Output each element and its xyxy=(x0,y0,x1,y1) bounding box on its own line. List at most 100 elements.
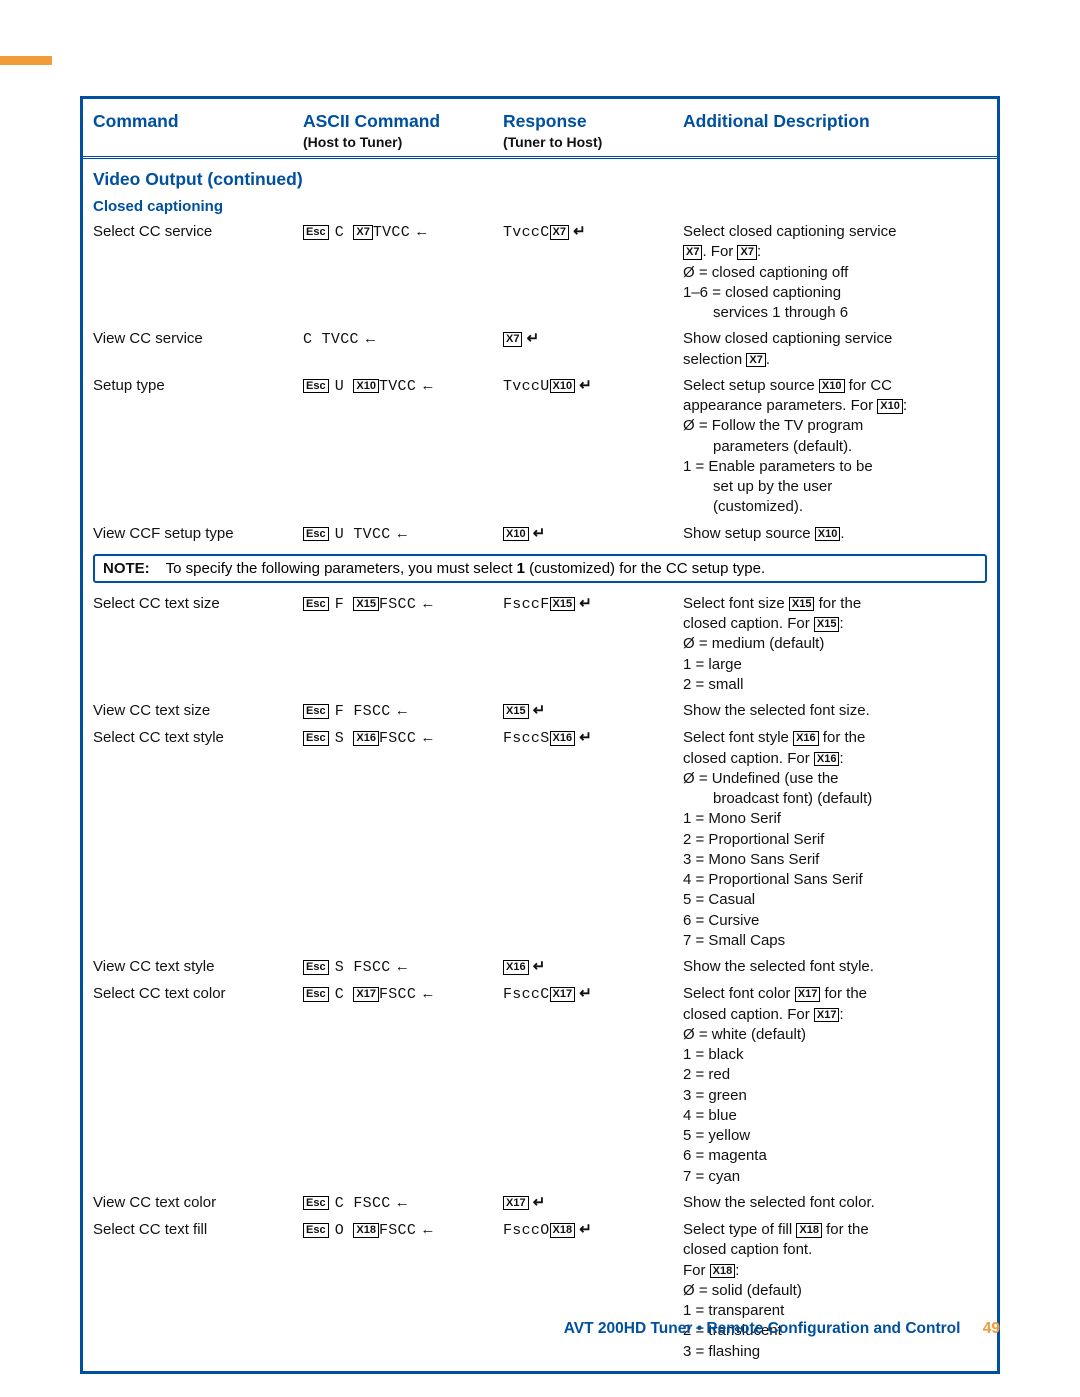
xref: X15 xyxy=(814,617,840,632)
xref: X17 xyxy=(814,1008,840,1023)
note-text: To specify the following parameters, you… xyxy=(166,560,765,577)
table-subheader-row: (Host to Tuner) (Tuner to Host) xyxy=(83,134,997,159)
return-icon: ↵ xyxy=(533,702,546,719)
esc-key: Esc xyxy=(303,597,329,612)
enter-arrow-icon: ← xyxy=(420,1221,435,1238)
cell-ascii: Esc C X7TVCC ← xyxy=(303,222,503,323)
cell-response: FsccSX16 ↵ xyxy=(503,728,683,951)
note-box: NOTE: To specify the following parameter… xyxy=(93,554,987,583)
cell-description: Select font color X17 for theclosed capt… xyxy=(683,984,987,1187)
cell-response: TvccCX7 ↵ xyxy=(503,222,683,323)
sub-host-to-tuner: (Host to Tuner) xyxy=(303,134,503,150)
cell-ascii: Esc S FSCC ← xyxy=(303,957,503,978)
esc-key: Esc xyxy=(303,1196,329,1211)
enter-arrow-icon: ← xyxy=(395,702,410,719)
hdr-ascii: ASCII Command xyxy=(303,111,503,132)
esc-key: Esc xyxy=(303,987,329,1002)
note-label: NOTE: xyxy=(103,560,150,577)
table-header-row: Command ASCII Command Response Additiona… xyxy=(83,99,997,134)
return-icon: ↵ xyxy=(579,377,592,394)
xref: X16 xyxy=(353,731,379,746)
cell-ascii: Esc O X18FSCC ← xyxy=(303,1220,503,1362)
xref: X18 xyxy=(796,1223,822,1238)
brand-stripe xyxy=(0,56,52,65)
esc-key: Esc xyxy=(303,379,329,394)
cell-ascii: Esc F FSCC ← xyxy=(303,701,503,722)
cell-command: Select CC text size xyxy=(93,594,303,695)
xref: X7 xyxy=(683,245,702,260)
hdr-response: Response xyxy=(503,111,683,132)
esc-key: Esc xyxy=(303,731,329,746)
xref: X10 xyxy=(819,379,845,394)
esc-key: Esc xyxy=(303,225,329,240)
cell-ascii: Esc F X15FSCC ← xyxy=(303,594,503,695)
cell-command: Select CC text style xyxy=(93,728,303,951)
xref: X16 xyxy=(503,960,529,975)
cell-description: Show the selected font style. xyxy=(683,957,987,978)
cell-ascii: Esc C X17FSCC ← xyxy=(303,984,503,1187)
enter-arrow-icon: ← xyxy=(414,223,429,240)
return-icon: ↵ xyxy=(533,958,546,975)
cell-command: Select CC service xyxy=(93,222,303,323)
cell-description: Show the selected font size. xyxy=(683,701,987,722)
hdr-additional: Additional Description xyxy=(683,111,987,132)
esc-key: Esc xyxy=(303,960,329,975)
xref: X18 xyxy=(550,1223,576,1238)
enter-arrow-icon: ← xyxy=(395,525,410,542)
xref: X7 xyxy=(737,245,756,260)
xref: X10 xyxy=(353,379,379,394)
esc-key: Esc xyxy=(303,1223,329,1238)
xref: X10 xyxy=(550,379,576,394)
cell-response: X7 ↵ xyxy=(503,329,683,370)
xref: X16 xyxy=(550,731,576,746)
cell-description: Select closed captioning service X7. For… xyxy=(683,222,987,323)
sub-tuner-to-host: (Tuner to Host) xyxy=(503,134,683,150)
return-icon: ↵ xyxy=(533,1194,546,1211)
xref: X7 xyxy=(353,225,372,240)
cell-response: FsccOX18 ↵ xyxy=(503,1220,683,1362)
table-row: Select CC serviceEsc C X7TVCC ←TvccCX7 ↵… xyxy=(83,219,997,326)
footer-text: AVT 200HD Tuner • Remote Configuration a… xyxy=(564,1320,961,1337)
section-title: Video Output (continued) xyxy=(83,159,997,194)
xref: X16 xyxy=(793,731,819,746)
cell-description: Select type of fill X18 for theclosed ca… xyxy=(683,1220,987,1362)
cell-response: TvccUX10 ↵ xyxy=(503,376,683,518)
table-row: View CC serviceC TVCC ←X7 ↵Show closed c… xyxy=(83,326,997,373)
esc-key: Esc xyxy=(303,704,329,719)
cell-response: FsccCX17 ↵ xyxy=(503,984,683,1187)
return-icon: ↵ xyxy=(533,525,546,542)
xref: X17 xyxy=(503,1196,529,1211)
xref: X18 xyxy=(710,1264,736,1279)
return-icon: ↵ xyxy=(573,223,586,240)
table-row: Select CC text colorEsc C X17FSCC ←FsccC… xyxy=(83,981,997,1190)
cell-description: Show setup source X10. xyxy=(683,524,987,545)
cell-response: FsccFX15 ↵ xyxy=(503,594,683,695)
xref: X15 xyxy=(503,704,529,719)
cell-command: View CC text color xyxy=(93,1193,303,1214)
xref: X7 xyxy=(550,225,569,240)
cell-response: X15 ↵ xyxy=(503,701,683,722)
page-footer: AVT 200HD Tuner • Remote Configuration a… xyxy=(80,1320,1000,1338)
return-icon: ↵ xyxy=(579,985,592,1002)
xref: X10 xyxy=(815,527,841,542)
table-row: View CC text styleEsc S FSCC ←X16 ↵Show … xyxy=(83,954,997,981)
table-row: Select CC text fillEsc O X18FSCC ←FsccOX… xyxy=(83,1217,997,1365)
table-row: Select CC text styleEsc S X16FSCC ←FsccS… xyxy=(83,725,997,954)
xref: X15 xyxy=(550,597,576,612)
xref: X10 xyxy=(877,399,903,414)
return-icon: ↵ xyxy=(527,330,540,347)
enter-arrow-icon: ← xyxy=(395,1194,410,1211)
xref: X15 xyxy=(353,597,379,612)
enter-arrow-icon: ← xyxy=(363,330,378,347)
xref: X17 xyxy=(795,987,821,1002)
cell-ascii: Esc C FSCC ← xyxy=(303,1193,503,1214)
xref: X17 xyxy=(353,987,379,1002)
xref: X18 xyxy=(353,1223,379,1238)
table-row: View CCF setup typeEsc U TVCC ←X10 ↵Show… xyxy=(83,521,997,548)
enter-arrow-icon: ← xyxy=(420,985,435,1002)
table-row: Setup typeEsc U X10TVCC ←TvccUX10 ↵Selec… xyxy=(83,373,997,521)
xref: X17 xyxy=(550,987,576,1002)
table-row: View CC text sizeEsc F FSCC ←X15 ↵Show t… xyxy=(83,698,997,725)
xref: X16 xyxy=(814,752,840,767)
cell-ascii: Esc U X10TVCC ← xyxy=(303,376,503,518)
